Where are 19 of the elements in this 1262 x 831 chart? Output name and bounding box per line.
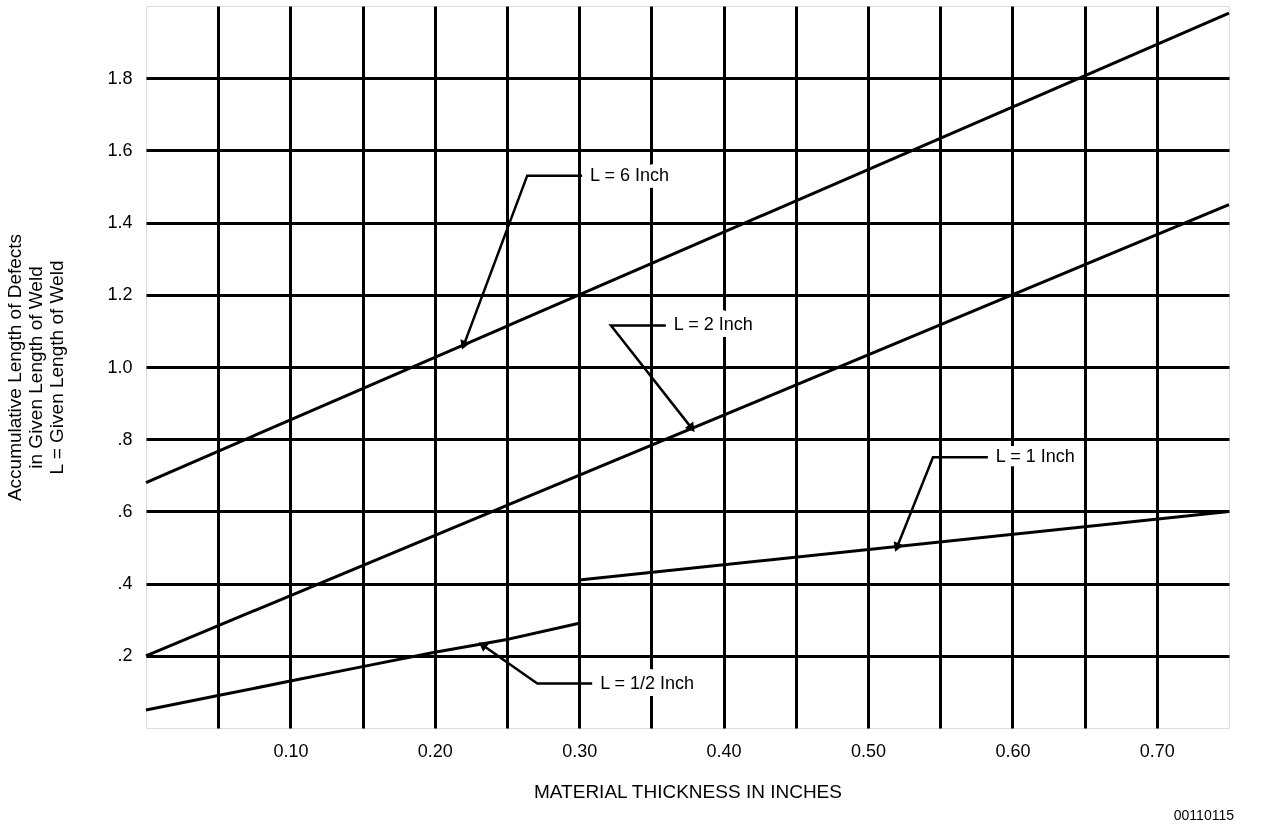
x-tick-label: 0.70: [1139, 740, 1175, 761]
x-tick-label: 0.50: [850, 740, 887, 761]
y-tick-label: .2: [117, 645, 133, 666]
y-tick-label: 1.2: [107, 284, 133, 305]
text: 00110115: [1173, 807, 1235, 823]
y-tick-label: .6: [117, 500, 133, 521]
y-tick-label: .4: [117, 573, 133, 594]
x-axis-title: MATERIAL THICKNESS IN INCHES: [534, 780, 842, 802]
x-tick-label: 0.10: [273, 740, 309, 761]
y-axis-title: Accumulative Length of Defects in Given Length of Weld L = Given Length of Weld: [4, 233, 68, 502]
y-tick-label: 1.6: [107, 139, 133, 160]
x-tick-label: 0.60: [995, 740, 1031, 761]
y-tick-label: .8: [117, 428, 133, 449]
x-tick-label: 0.20: [417, 740, 453, 761]
x-tick-label: 0.30: [562, 740, 598, 761]
x-tick-label: 0.40: [706, 740, 742, 761]
y-tick-label: 1.8: [107, 67, 133, 88]
y-tick-label: 1.4: [107, 212, 133, 233]
y-tick-label: 1.0: [107, 356, 133, 377]
